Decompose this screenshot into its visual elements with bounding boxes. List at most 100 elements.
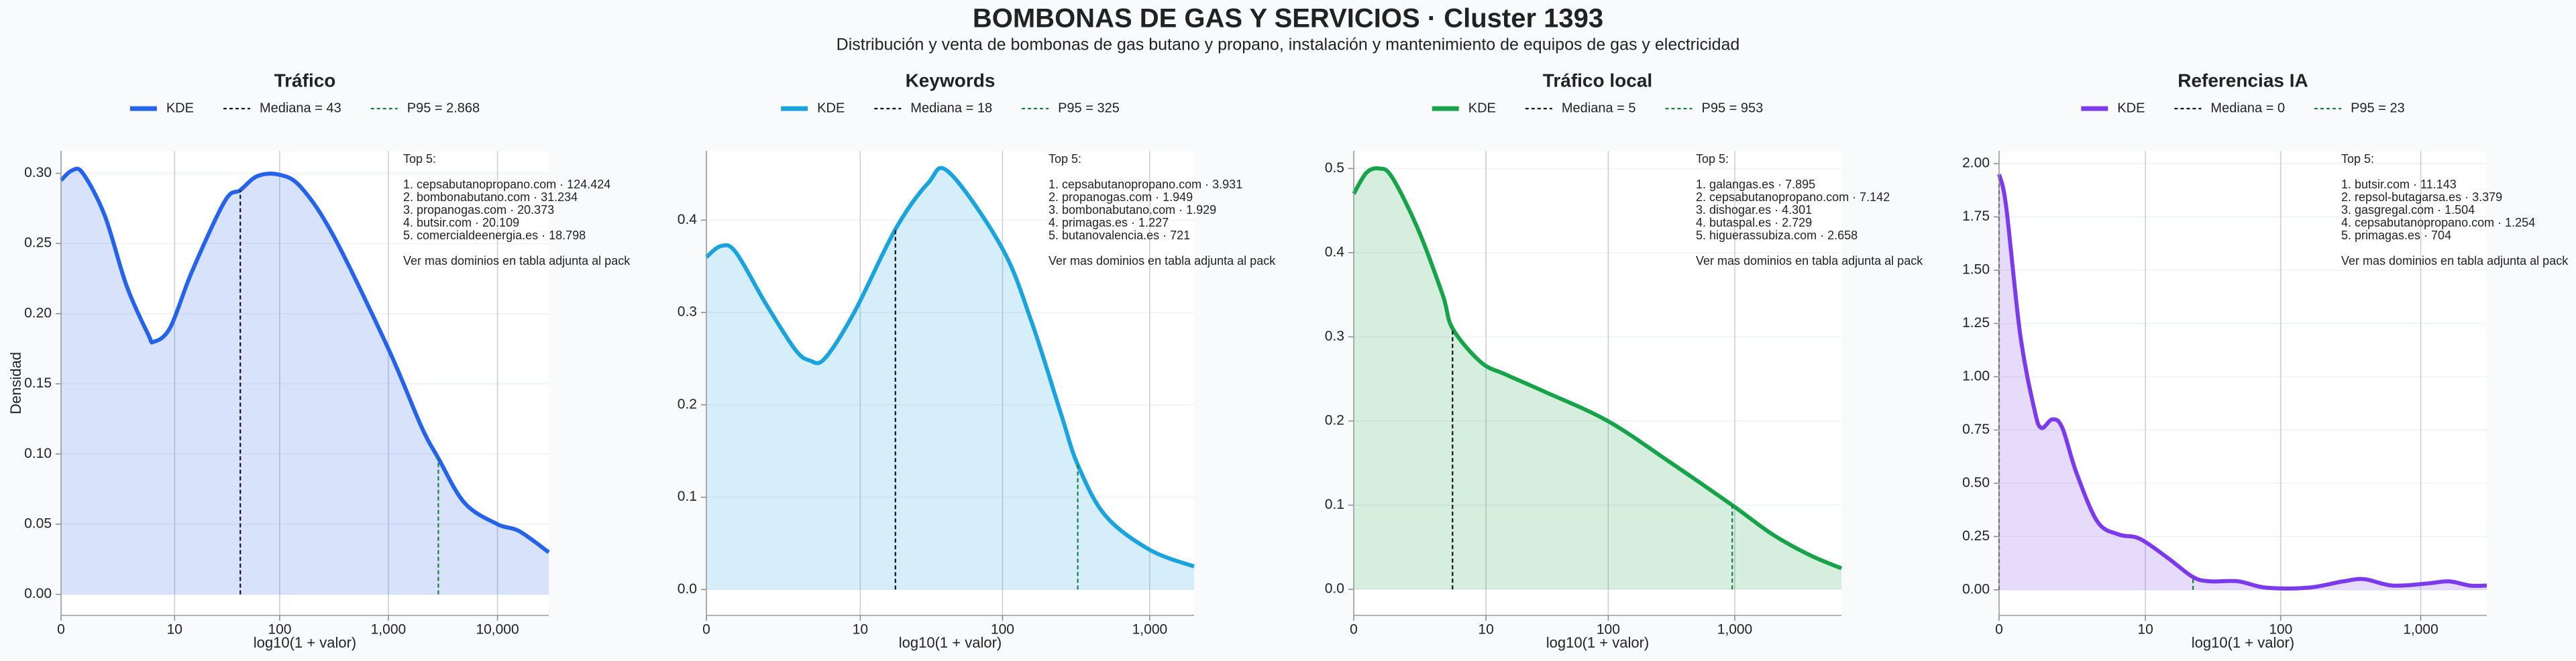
x-axis-label: log10(1 + valor)	[254, 634, 356, 651]
annotation-line: 1. butsir.com · 11.143	[2341, 178, 2457, 191]
annotation-line: Ver mas dominios en tabla adjunta al pac…	[403, 254, 631, 267]
y-tick-label: 0.10	[24, 446, 52, 461]
y-tick-label: 0.20	[24, 305, 52, 320]
annotation-line: 2. repsol-butagarsa.es · 3.379	[2341, 190, 2502, 204]
legend-label: KDE	[817, 101, 845, 115]
y-tick-label: 0.2	[1325, 413, 1344, 428]
y-tick-label: 0.2	[678, 396, 697, 412]
panel-title: Tráfico local	[1543, 70, 1652, 91]
plot-area	[706, 151, 1194, 615]
y-tick-label: 1.75	[1962, 208, 1990, 224]
y-tick-label: 1.00	[1962, 369, 1990, 384]
x-tick-label: 10,000	[476, 622, 519, 638]
legend-label: KDE	[166, 101, 194, 115]
plot-area	[1354, 151, 1841, 615]
kde-line	[705, 166, 1195, 568]
x-tick-label: 100	[991, 622, 1014, 638]
legend-label: P95 = 953	[1702, 101, 1764, 115]
annotation-line: 5. butanovalencia.es · 721	[1049, 229, 1190, 242]
annotation-line: 4. primagas.es · 1.227	[1049, 216, 1169, 229]
legend-label: Mediana = 0	[2210, 101, 2285, 115]
kde-area	[706, 168, 1194, 590]
annotation-line: 4. cepsabutanopropano.com · 1.254	[2341, 216, 2535, 229]
legend: KDE Mediana = 5 P95 = 953	[1432, 101, 1764, 115]
x-tick-label: 10	[1478, 622, 1493, 638]
x-tick-label: 1,000	[371, 622, 407, 638]
legend: KDE Mediana = 0 P95 = 23	[2081, 101, 2405, 115]
legend-label: Mediana = 43	[260, 101, 341, 115]
page-title: BOMBONAS DE GAS Y SERVICIOS · Cluster 13…	[973, 4, 1603, 34]
annotation-line: Ver mas dominios en tabla adjunta al pac…	[1696, 254, 1923, 267]
annotation-line: 5. primagas.es · 704	[2341, 229, 2451, 242]
x-axis-label: log10(1 + valor)	[899, 634, 1002, 651]
annotation-line: 3. bombonabutano.com · 1.929	[1049, 203, 1216, 217]
x-tick-label: 0	[57, 622, 65, 638]
y-tick-label: 0.00	[1962, 581, 1990, 597]
x-tick-label: 1,000	[1132, 622, 1168, 638]
annotation-line: Top 5:	[403, 152, 436, 166]
y-tick-label: 0.15	[24, 375, 52, 391]
kde-area	[1999, 174, 2487, 590]
annotation-line: 1. cepsabutanopropano.com · 124.424	[403, 178, 610, 191]
plot-area	[61, 151, 549, 615]
y-tick-label: 2.00	[1962, 156, 1990, 171]
page-subtitle: Distribución y venta de bombonas de gas …	[837, 36, 1740, 54]
kde-area	[61, 168, 549, 595]
annotation-line: 3. gasgregal.com · 1.504	[2341, 203, 2475, 217]
y-tick-label: 0.25	[24, 235, 52, 251]
legend-label: P95 = 2.868	[407, 101, 480, 115]
panel-title: Tráfico	[274, 70, 336, 91]
x-axis-label: log10(1 + valor)	[2192, 634, 2294, 651]
x-tick-label: 1,000	[2403, 622, 2438, 638]
y-tick-label: 0.25	[1962, 528, 1990, 544]
annotation-line: 4. butaspal.es · 2.729	[1696, 216, 1812, 229]
x-axis-label: log10(1 + valor)	[1546, 634, 1649, 651]
annotation-line: Top 5:	[1049, 152, 1081, 166]
y-tick-label: 0.05	[24, 516, 52, 531]
legend: KDE Mediana = 43 P95 = 2.868	[129, 101, 480, 115]
x-tick-label: 10	[853, 622, 868, 638]
y-tick-label: 1.25	[1962, 315, 1990, 330]
y-tick-label: 0.3	[1325, 328, 1344, 344]
y-tick-label: 0.1	[678, 489, 697, 504]
y-tick-label: 0.3	[678, 304, 697, 320]
annotation-line: Top 5:	[1696, 152, 1729, 166]
panel-title: Referencias IA	[2178, 70, 2308, 91]
y-tick-label: 0.0	[678, 581, 697, 597]
x-tick-label: 0	[702, 622, 710, 638]
annotation-line: 2. cepsabutanopropano.com · 7.142	[1696, 190, 1890, 204]
x-tick-label: 100	[2269, 622, 2292, 638]
legend-label: Mediana = 5	[1562, 101, 1636, 115]
kde-line	[59, 166, 550, 554]
legend: KDE Mediana = 18 P95 = 325	[781, 101, 1120, 115]
annotation-line: 3. dishogar.es · 4.301	[1696, 203, 1812, 217]
y-tick-label: 0.50	[1962, 475, 1990, 490]
y-axis-label: Densidad	[7, 352, 24, 414]
y-tick-label: 0.5	[1325, 160, 1344, 176]
x-tick-label: 100	[1597, 622, 1620, 638]
legend-label: KDE	[2117, 101, 2145, 115]
panel-title: Keywords	[906, 70, 996, 91]
plot-area	[1999, 151, 2487, 615]
legend-label: P95 = 325	[1058, 101, 1120, 115]
annotation-line: 5. comercialdeenergia.es · 18.798	[403, 229, 586, 242]
annotation-line: 3. propanogas.com · 20.373	[403, 203, 554, 217]
kde-line	[1352, 166, 1843, 570]
x-tick-label: 0	[1995, 622, 2003, 638]
annotation-line: 2. bombonabutano.com · 31.234	[403, 190, 578, 204]
y-tick-label: 0.30	[24, 165, 52, 180]
annotation-line: Ver mas dominios en tabla adjunta al pac…	[2341, 254, 2569, 267]
annotation-line: 2. propanogas.com · 1.949	[1049, 190, 1193, 204]
y-tick-label: 0.75	[1962, 422, 1990, 437]
annotation-line: Top 5:	[2341, 152, 2374, 166]
kde-area	[1354, 168, 1841, 590]
y-tick-label: 0.00	[24, 586, 52, 601]
x-tick-label: 10	[2137, 622, 2153, 638]
annotation-line: 4. butsir.com · 20.109	[403, 216, 519, 229]
y-tick-label: 1.50	[1962, 262, 1990, 278]
annotation-line: 1. galangas.es · 7.895	[1696, 178, 1815, 191]
y-tick-label: 0.4	[1325, 244, 1345, 259]
x-tick-label: 0	[1350, 622, 1358, 638]
